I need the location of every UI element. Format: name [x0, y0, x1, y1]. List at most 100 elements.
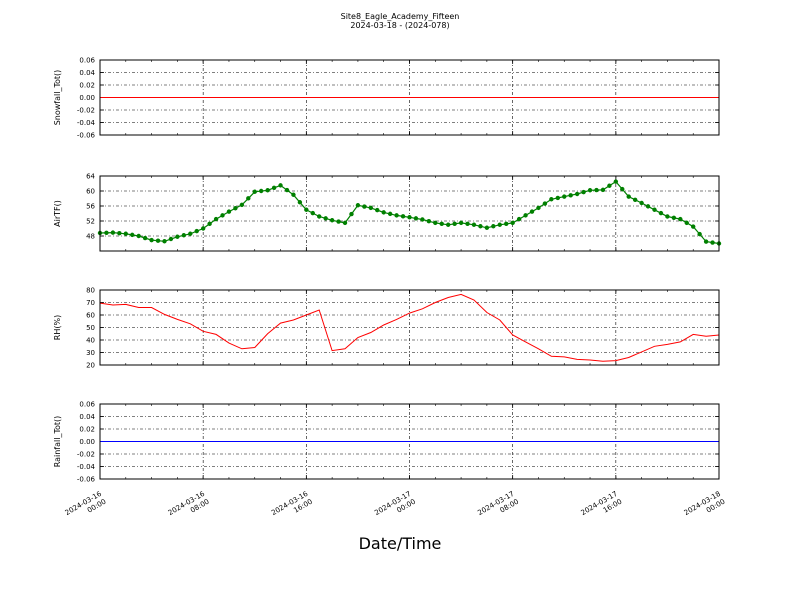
data-point — [504, 221, 509, 227]
data-point — [387, 211, 393, 217]
y-tick-label: 0.02 — [79, 426, 95, 434]
data-point — [291, 192, 296, 197]
data-point — [574, 191, 580, 197]
x-axis-label: Date/Time — [358, 534, 442, 553]
data-point — [491, 224, 496, 229]
data-point — [458, 220, 464, 226]
x-tick-label: 2024-03-1716:00 — [580, 490, 624, 525]
data-point — [471, 222, 477, 227]
data-point — [362, 204, 367, 209]
data-point — [265, 188, 270, 193]
y-tick-label: 48 — [86, 233, 95, 241]
y-tick-label: 0.02 — [79, 82, 95, 90]
data-point — [555, 195, 561, 201]
data-point — [587, 188, 593, 193]
data-point — [703, 239, 709, 244]
data-point — [226, 209, 232, 214]
y-tick-label: -0.04 — [77, 119, 96, 127]
y-tick-label: 56 — [86, 203, 95, 211]
y-tick-label: 30 — [86, 349, 95, 357]
data-point — [691, 224, 696, 229]
data-point — [258, 188, 264, 194]
data-point — [433, 220, 438, 226]
data-point — [652, 207, 657, 212]
data-point — [536, 205, 541, 211]
series-line — [99, 293, 720, 362]
x-tick-labels: 2024-03-1600:00 2024-03-1608:00 2024-03-16… — [64, 490, 727, 525]
y-tick-label: 52 — [86, 218, 95, 226]
data-point — [671, 215, 677, 221]
data-point — [420, 217, 425, 222]
data-point — [478, 224, 483, 229]
y-tick-label: 0.06 — [79, 401, 95, 409]
x-tick-label: 2024-03-1600:00 — [64, 490, 108, 525]
data-point — [329, 218, 335, 223]
plot-frame — [99, 289, 720, 366]
y-axis-label: Snowfall_Tot() — [53, 70, 62, 126]
data-point — [181, 233, 187, 238]
data-point — [110, 230, 116, 235]
data-point — [310, 210, 315, 216]
data-point — [207, 221, 212, 227]
data-point — [581, 189, 586, 195]
panel-2: 48 52 56 60 64 AirTF() — [53, 173, 722, 252]
data-point — [697, 231, 702, 237]
data-point — [130, 232, 135, 238]
data-point — [368, 205, 374, 211]
data-point — [484, 225, 490, 230]
data-point — [284, 187, 290, 193]
data-point — [162, 239, 167, 244]
y-tick-label: -0.06 — [77, 132, 96, 140]
data-point — [523, 213, 528, 218]
y-tick-label: -0.02 — [77, 107, 95, 115]
data-point — [136, 233, 141, 239]
y-tick-label: 60 — [86, 188, 95, 196]
data-point — [271, 185, 277, 191]
panel-3: 20 30 40 50 60 70 80 RH(%) — [53, 287, 720, 370]
y-tick-label: -0.04 — [77, 463, 96, 471]
y-tick-label: 70 — [86, 299, 95, 307]
data-point — [645, 204, 651, 209]
data-point — [529, 209, 535, 214]
panel-4: -0.06 -0.04 -0.02 0.00 0.02 0.04 0.06 Rainfall_… — [53, 401, 720, 484]
x-tick-label: 2024-03-1700:00 — [373, 490, 417, 525]
data-point — [413, 216, 419, 221]
y-tick-label: 64 — [86, 173, 95, 181]
data-point — [200, 226, 206, 231]
y-tick-label: 20 — [86, 362, 95, 370]
data-point — [658, 210, 664, 216]
data-point — [220, 213, 225, 218]
data-point — [381, 210, 386, 215]
data-point — [317, 214, 322, 219]
data-point — [394, 213, 399, 218]
data-point — [439, 221, 444, 227]
data-point — [175, 234, 180, 239]
data-point — [568, 193, 573, 198]
panel-1: -0.06 -0.04 -0.02 0.00 0.02 0.04 0.06 Snowfall_… — [53, 57, 720, 140]
data-point — [632, 197, 638, 203]
data-point — [233, 206, 238, 211]
data-point — [613, 179, 619, 184]
data-point — [336, 219, 341, 224]
x-tick-label: 2024-03-1800:00 — [683, 490, 727, 525]
plot-frame — [99, 403, 720, 480]
data-point — [497, 222, 502, 227]
data-point — [465, 221, 470, 227]
data-point — [155, 238, 161, 243]
data-point — [246, 196, 251, 201]
data-point — [278, 183, 283, 188]
y-tick-label: 50 — [86, 324, 95, 332]
plot-frame — [99, 175, 720, 252]
data-point — [684, 220, 689, 226]
data-point — [678, 216, 683, 222]
data-point — [168, 236, 174, 242]
data-point — [323, 216, 328, 221]
data-point — [452, 221, 457, 227]
y-tick-label: -0.06 — [77, 476, 96, 484]
y-axis-label: Rainfall_Tot() — [53, 416, 62, 468]
data-point — [252, 189, 257, 194]
y-tick-label: 0.00 — [79, 438, 95, 446]
chart-title: Site8_Eagle_Academy_Fifteen — [340, 12, 460, 21]
data-point — [400, 214, 406, 219]
